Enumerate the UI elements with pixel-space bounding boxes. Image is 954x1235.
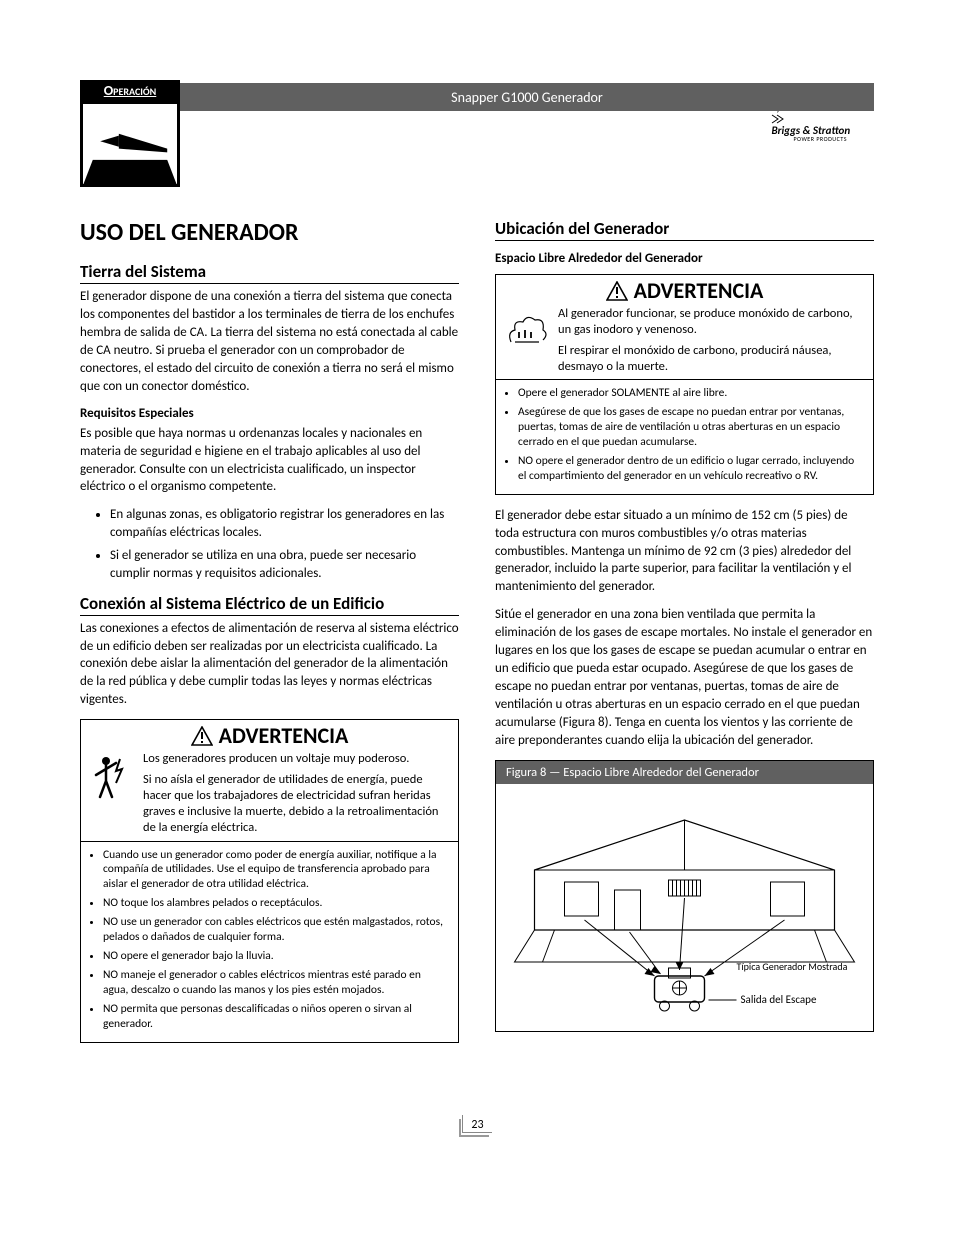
figure-caption: Figura 8 — Espacio Libre Alrededor del G… xyxy=(496,761,873,784)
h2-conexion: Conexión al Sistema Eléctrico de un Edif… xyxy=(80,593,459,616)
h1-uso: USO DEL GENERADOR xyxy=(80,218,459,247)
right-column: Ubicación del Generador Espacio Libre Al… xyxy=(495,218,874,1055)
page: Operación Snapper G1000 Generador xyxy=(0,0,954,1173)
toxic-fumes-icon xyxy=(504,306,550,375)
clearance-diagram: Típica Generador Mostrada Salida del Esc… xyxy=(502,790,867,1020)
fig-label-exhaust: Salida del Escape xyxy=(741,993,817,1006)
warning-title: ADVERTENCIA xyxy=(81,720,458,749)
p-conexion: Las conexiones a efectos de alimentación… xyxy=(80,620,459,710)
section-tab: Operación xyxy=(80,80,180,187)
warning-lead: Al generador funcionar, se produce monóx… xyxy=(496,304,873,379)
brand-pp: POWER PRODUCTS xyxy=(793,135,874,143)
warning-list: Opere el generador SOLAMENTE al aire lib… xyxy=(496,379,873,494)
p-clearance: El generador debe estar situado a un mín… xyxy=(495,507,874,597)
shock-hazard-icon xyxy=(89,751,135,836)
h2-ubicacion: Ubicación del Generador xyxy=(495,218,874,241)
p-requisitos: Es posible que haya normas u ordenanzas … xyxy=(80,425,459,497)
warning-triangle-icon xyxy=(191,726,213,746)
list-item: NO maneje el generador o cables eléctric… xyxy=(103,968,448,998)
list-item: Si el generador se utiliza en una obra, … xyxy=(110,547,459,582)
warning-box-electrical: ADVERTENCIA Los generadores producen un … xyxy=(80,719,459,1043)
list-item: NO opere el generador dentro de un edifi… xyxy=(518,454,863,484)
figure-8: Figura 8 — Espacio Libre Alrededor del G… xyxy=(495,760,874,1032)
doc-title-strip: Snapper G1000 Generador xyxy=(180,83,874,111)
section-tab-icon xyxy=(80,101,180,187)
p-tierra: El generador dispone de una conexión a t… xyxy=(80,288,459,396)
warning-title: ADVERTENCIA xyxy=(496,275,873,304)
h2-tierra: Tierra del Sistema xyxy=(80,261,459,284)
header: Operación Snapper G1000 Generador xyxy=(80,80,874,190)
list-item: NO opere el generador bajo la lluvia. xyxy=(103,949,448,964)
h3-requisitos: Requisitos Especiales xyxy=(80,406,459,421)
list-item: Opere el generador SOLAMENTE al aire lib… xyxy=(518,386,863,401)
figure-body: Típica Generador Mostrada Salida del Esc… xyxy=(496,784,873,1031)
warning-lead-text: Al generador funcionar, se produce monóx… xyxy=(558,306,865,375)
list-requisitos: En algunas zonas, es obligatorio registr… xyxy=(80,506,459,582)
list-item: NO use un generador con cables eléctrico… xyxy=(103,915,448,945)
list-item: En algunas zonas, es obligatorio registr… xyxy=(110,506,459,541)
warning-lead: Los generadores producen un voltaje muy … xyxy=(81,749,458,840)
warning-list: Cuando use un generador como poder de en… xyxy=(81,841,458,1042)
warning-triangle-icon xyxy=(606,281,628,301)
warning-box-co: ADVERTENCIA Al generador funcionar, se p… xyxy=(495,274,874,495)
section-tab-label: Operación xyxy=(80,80,180,101)
p-ventilation: Sitúe el generador en una zona bien vent… xyxy=(495,606,874,750)
list-item: NO permita que personas descalificadas o… xyxy=(103,1002,448,1032)
h3-espacio: Espacio Libre Alrededor del Generador xyxy=(495,251,874,266)
doc-title: Snapper G1000 Generador xyxy=(451,89,603,106)
list-item: Cuando use un generador como poder de en… xyxy=(103,848,448,893)
page-number: 23 xyxy=(462,1115,491,1133)
page-footer: 23 xyxy=(80,1115,874,1133)
chevron-icon xyxy=(771,114,785,124)
warning-lead-text: Los generadores producen un voltaje muy … xyxy=(143,751,450,836)
left-column: USO DEL GENERADOR Tierra del Sistema El … xyxy=(80,218,459,1055)
list-item: Asegúrese de que los gases de escape no … xyxy=(518,405,863,450)
fig-label-typical: Típica Generador Mostrada xyxy=(737,960,848,973)
list-item: NO toque los alambres pelados o receptác… xyxy=(103,896,448,911)
content-columns: USO DEL GENERADOR Tierra del Sistema El … xyxy=(80,218,874,1055)
